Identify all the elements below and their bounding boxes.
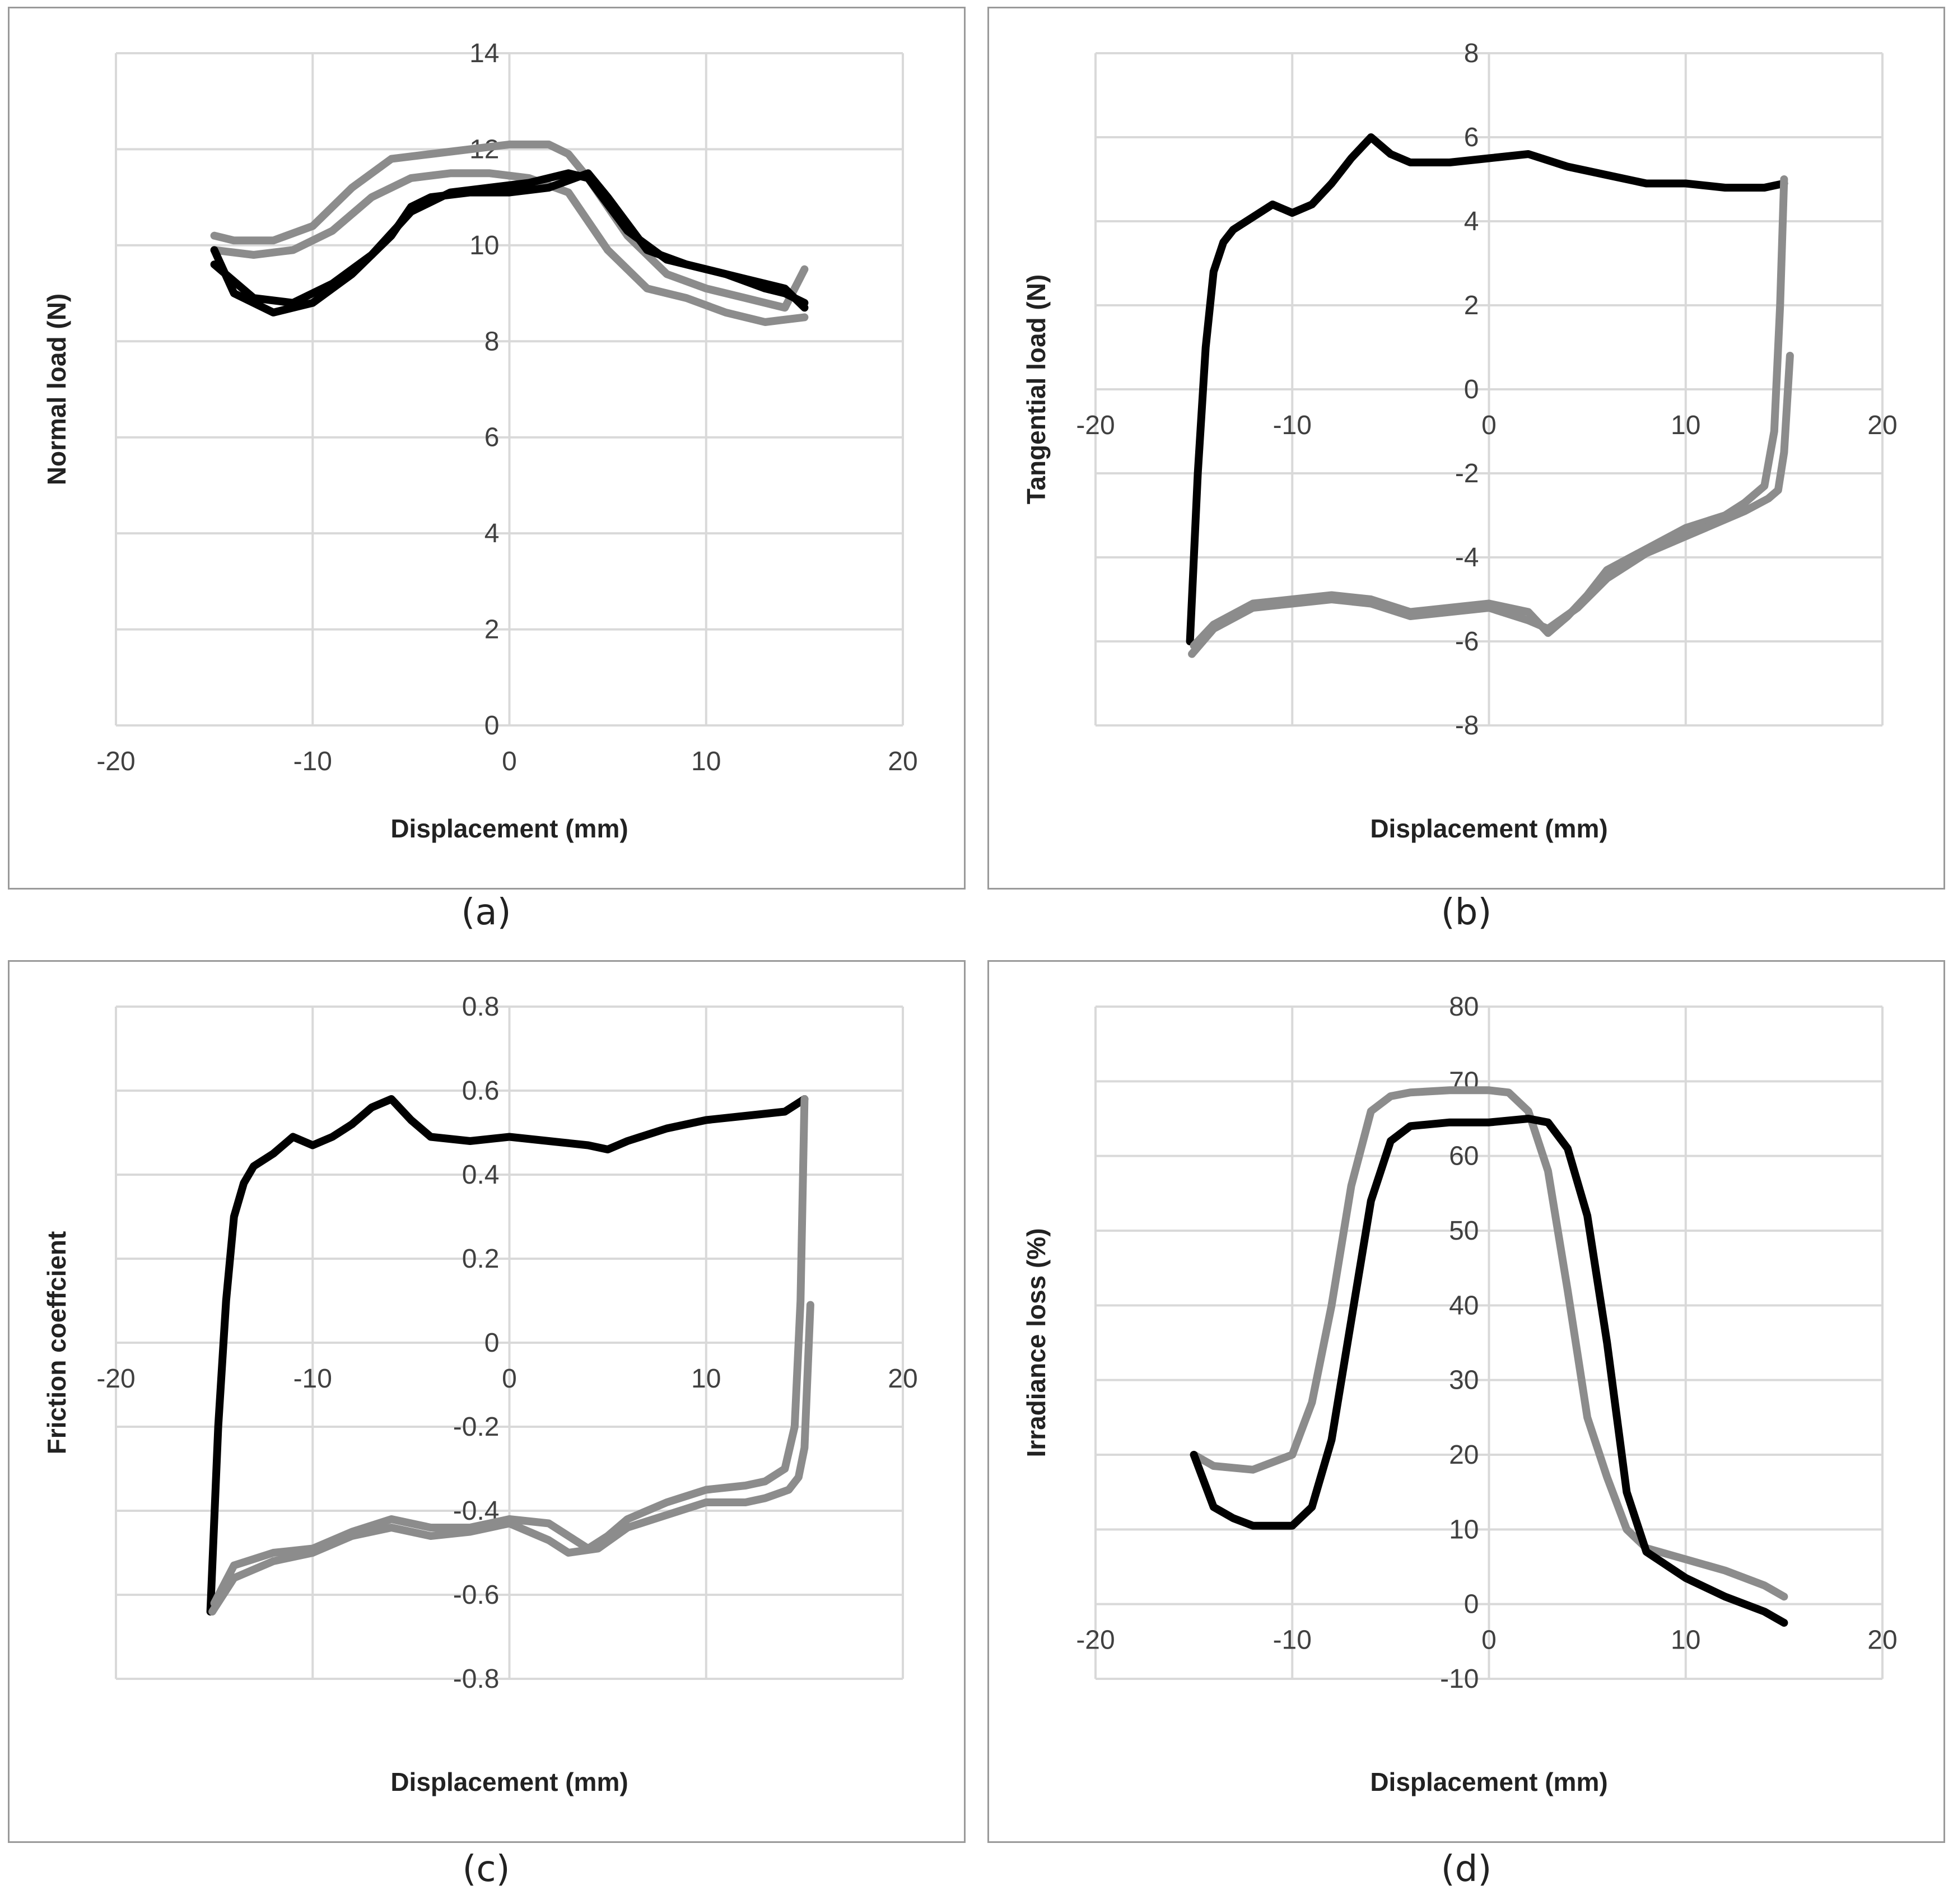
caption-a: (a) <box>461 892 511 933</box>
x-tick-label: -10 <box>293 747 332 776</box>
x-tick-label: -10 <box>1273 411 1312 440</box>
x-axis-label: Displacement (mm) <box>390 1767 628 1796</box>
y-tick-label: -0.6 <box>453 1580 500 1610</box>
y-axis-label: Friction coeffcient <box>42 1231 71 1455</box>
y-tick-label: 0.8 <box>462 992 500 1022</box>
panel-d: -10 0 10 20 30 40 50 60 70 80 -20 -10 0 10 20 Displacem… <box>987 960 1945 1843</box>
y-tick-label: -4 <box>1455 543 1479 572</box>
y-tick-label: 10 <box>469 231 499 260</box>
x-axis-label: Displacement (mm) <box>390 814 628 843</box>
x-tick-label: 20 <box>888 747 917 776</box>
y-tick-label: -2 <box>1455 459 1479 488</box>
y-tick-label: 0 <box>484 711 500 741</box>
caption-b: (b) <box>1441 892 1492 933</box>
y-tick-label: 0.2 <box>462 1244 500 1274</box>
y-tick-label: 10 <box>1449 1515 1479 1544</box>
y-tick-label: 80 <box>1449 992 1479 1022</box>
series-line-gray <box>1190 1086 1788 1601</box>
y-tick-label: 2 <box>1464 291 1479 320</box>
y-tick-label: 6 <box>1464 123 1479 152</box>
panel-b: -8 -6 -4 -2 0 2 4 6 8 -20 -10 0 10 20 Displacement (mm… <box>987 7 1945 890</box>
y-tick-label: 2 <box>484 615 500 645</box>
x-tick-label: 0 <box>1481 1626 1497 1655</box>
x-axis-label: Displacement (mm) <box>1370 814 1607 843</box>
x-tick-label: -20 <box>96 1364 135 1394</box>
x-tick-label: 10 <box>1671 1626 1700 1655</box>
y-tick-label: -8 <box>1455 711 1479 741</box>
caption-c: (c) <box>462 1849 510 1890</box>
y-tick-label: 4 <box>1464 207 1479 236</box>
y-tick-label: -0.2 <box>453 1412 500 1442</box>
y-tick-label: 40 <box>1449 1291 1479 1320</box>
series-line-gray-2 <box>210 169 809 326</box>
y-tick-label: 0 <box>484 1328 500 1358</box>
y-tick-label: 4 <box>484 519 500 548</box>
x-tick-label: -20 <box>96 747 135 776</box>
y-tick-label: 0 <box>1464 1590 1479 1619</box>
x-tick-label: 0 <box>502 747 517 776</box>
y-tick-label: 0.6 <box>462 1076 500 1106</box>
x-tick-label: 20 <box>888 1364 917 1394</box>
x-axis-label: Displacement (mm) <box>1370 1767 1607 1796</box>
y-tick-label: 6 <box>484 423 500 453</box>
caption-d: (d) <box>1441 1849 1492 1890</box>
y-tick-label: -0.8 <box>453 1664 500 1694</box>
series-line-black-forward <box>206 1095 809 1616</box>
panel-a: 0 2 4 6 8 10 12 14 -20 -10 0 10 20 Displacement (mm) N… <box>8 7 966 890</box>
x-tick-label: -20 <box>1076 1626 1115 1655</box>
panel-c: -0.8 -0.6 -0.4 -0.2 0 0.2 0.4 0.6 0.8 -20 -10 0 10 20… <box>8 960 966 1843</box>
y-tick-label: 14 <box>469 39 499 68</box>
y-tick-label: -10 <box>1440 1664 1479 1694</box>
y-tick-label: 30 <box>1449 1366 1479 1395</box>
series-line-gray-return-2 <box>1188 352 1794 658</box>
x-tick-label: 10 <box>691 747 721 776</box>
series-line-black-forward <box>1186 133 1788 645</box>
x-tick-label: -10 <box>293 1364 332 1394</box>
x-tick-label: 20 <box>1867 1626 1897 1655</box>
y-axis-label: Irradiance loss (%) <box>1022 1228 1051 1457</box>
x-tick-label: -20 <box>1076 411 1115 440</box>
y-tick-label: 20 <box>1449 1440 1479 1470</box>
x-tick-label: 0 <box>502 1364 517 1394</box>
series-line-black <box>1190 1115 1788 1627</box>
y-tick-label: 60 <box>1449 1142 1479 1171</box>
y-tick-label: 8 <box>1464 39 1479 68</box>
series-line-black-2 <box>210 169 809 312</box>
y-axis-label: Tangential load (N) <box>1022 274 1051 505</box>
x-tick-label: 10 <box>1671 411 1700 440</box>
y-axis-label: Normal load (N) <box>42 294 71 485</box>
y-tick-label: 0 <box>1464 375 1479 404</box>
y-tick-label: 50 <box>1449 1216 1479 1246</box>
x-tick-label: 0 <box>1481 411 1497 440</box>
chart-c: -0.8-0.6-0.4-0.200.20.40.60.8-20 -10 0 10 20… <box>42 992 918 1796</box>
x-tick-label: 10 <box>691 1364 721 1394</box>
y-tick-label: -6 <box>1455 627 1479 657</box>
series-line-gray-1 <box>210 140 809 312</box>
series-line-gray-return-2 <box>208 1301 814 1616</box>
x-tick-label: -10 <box>1273 1626 1312 1655</box>
y-tick-label: 8 <box>484 327 500 356</box>
x-tick-label: 20 <box>1867 411 1897 440</box>
y-tick-label: 0.4 <box>462 1160 500 1190</box>
